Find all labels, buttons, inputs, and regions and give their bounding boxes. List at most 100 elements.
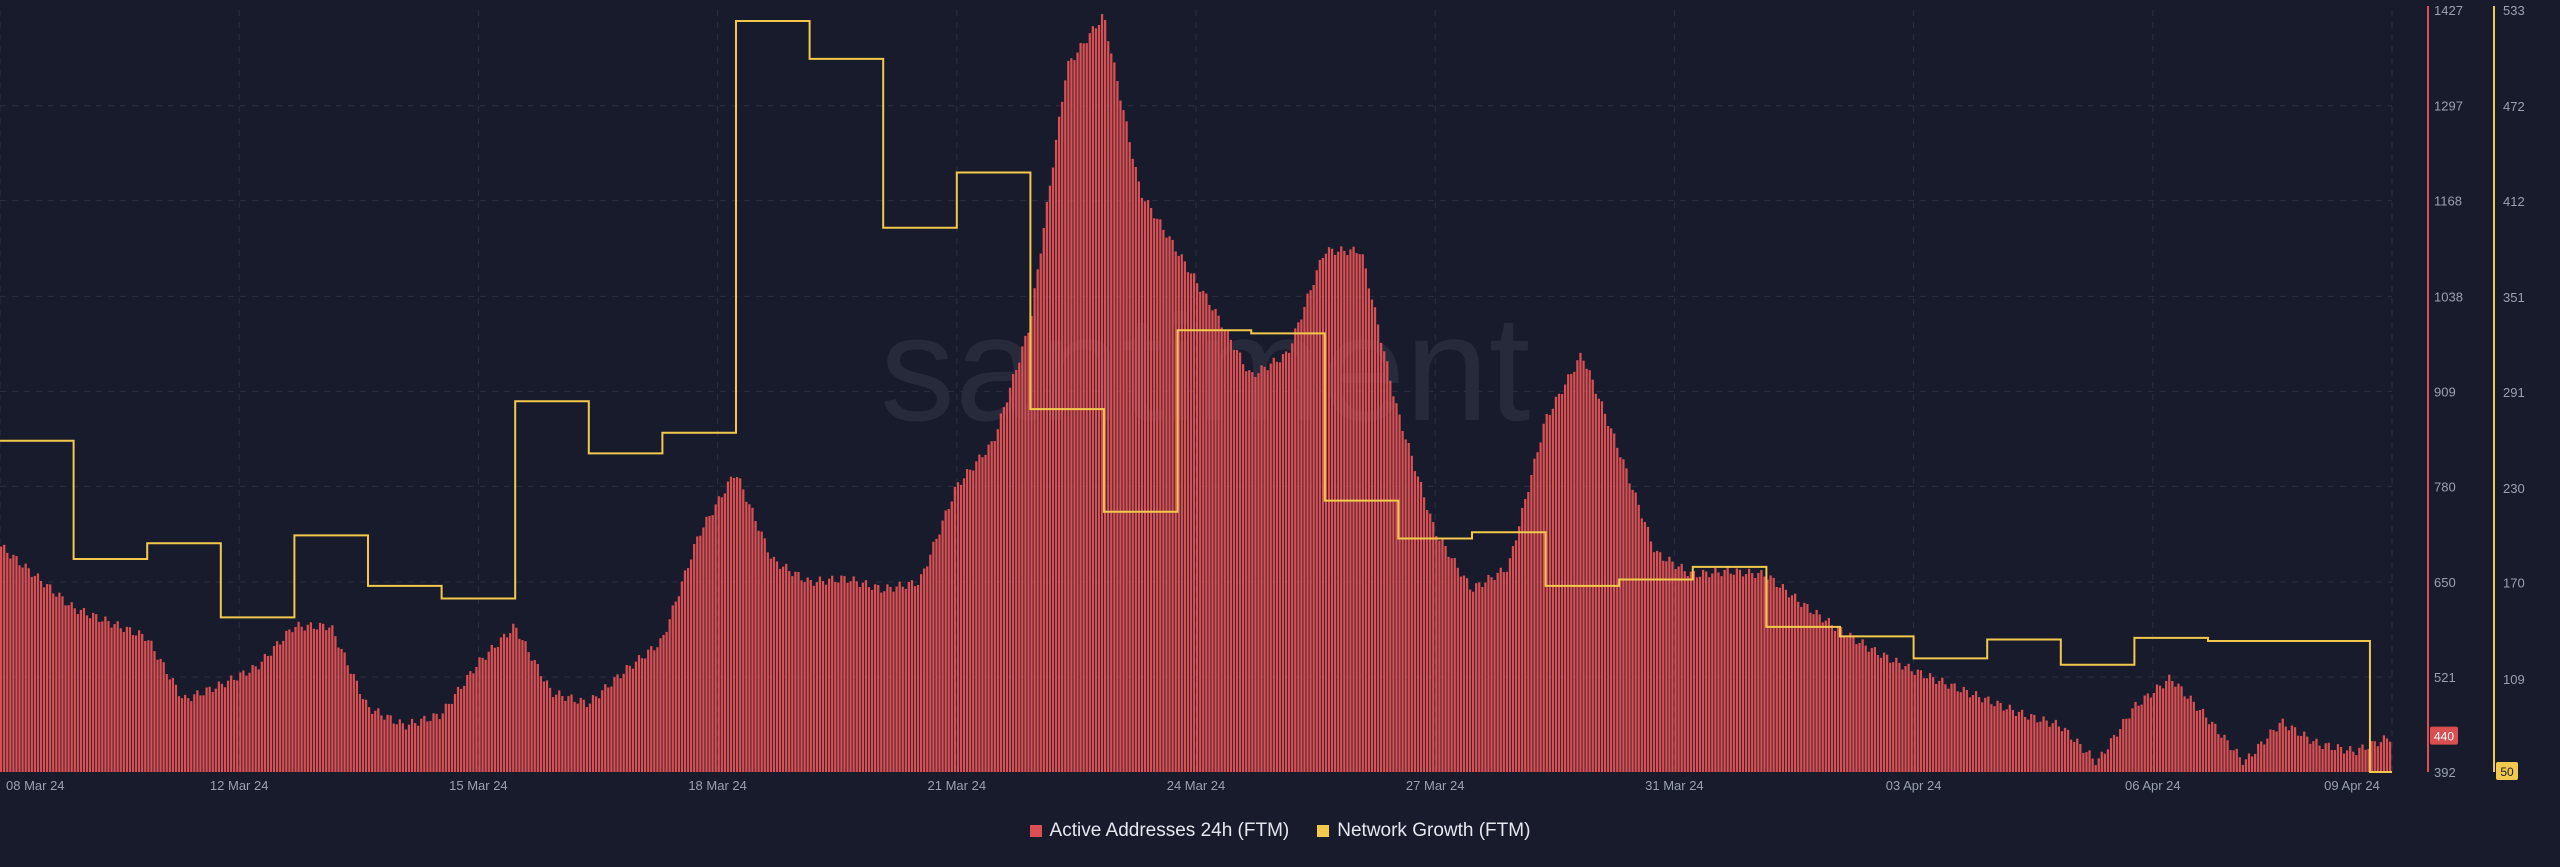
active-addresses-bar [1383,351,1386,772]
active-addresses-bar [926,566,929,772]
active-addresses-bar [978,454,981,772]
active-addresses-bar [533,660,536,772]
active-addresses-bar [1327,247,1331,772]
active-addresses-bar [1490,577,1493,772]
active-addresses-bar [1122,110,1125,772]
active-addresses-bar [1778,587,1781,772]
active-addresses-bar [889,586,892,772]
active-addresses-bar [1269,363,1272,772]
active-addresses-bar [2376,746,2379,772]
active-addresses-bar [1843,635,1846,772]
active-axis-tick-label: 392 [2434,765,2456,780]
active-addresses-bar [1288,352,1291,772]
active-addresses-bar [2254,753,2257,772]
active-addresses-bar [2119,729,2122,772]
active-addresses-bar [2112,734,2116,772]
active-addresses-bar [1959,692,1962,772]
x-tick-label: 09 Apr 24 [2324,778,2380,793]
active-addresses-bar [1932,677,1935,772]
active-addresses-bar [729,476,733,772]
active-addresses-bar [594,696,598,772]
active-addresses-bar [1251,372,1254,772]
active-addresses-bar [85,615,89,772]
active-addresses-bar [1140,197,1144,772]
active-addresses-bar [73,608,76,772]
active-addresses-bar [1735,568,1738,772]
active-addresses-bar [2290,725,2294,772]
active-addresses-bar [650,646,653,772]
active-addresses-bar [1889,662,1892,772]
active-addresses-bar [907,581,910,772]
active-addresses-bar [1459,576,1462,772]
active-addresses-bar [1849,632,1852,772]
active-addresses-bar [1318,259,1321,773]
growth-axis-tick-label: 351 [2503,290,2525,305]
active-addresses-bar [1300,319,1303,772]
active-axis-tick-label: 1427 [2434,3,2463,18]
active-addresses-bar [30,576,33,772]
active-addresses-bar [1662,560,1665,772]
active-addresses-bar [1033,288,1036,772]
active-addresses-bar [628,665,631,772]
active-addresses-bar [1091,26,1094,773]
active-addresses-bar [1395,403,1398,772]
active-addresses-bar [2201,708,2205,772]
active-addresses-bar [2082,752,2085,772]
active-addresses-bar [438,719,441,772]
x-tick-label: 12 Mar 24 [210,778,269,793]
active-addresses-bar [1082,43,1085,773]
active-addresses-bar [1027,332,1030,772]
active-axis-tick-label: 1297 [2434,99,2463,114]
active-addresses-bar [736,477,739,772]
active-addresses-bar [2088,750,2091,772]
active-addresses-bar [2174,686,2177,772]
active-addresses-bar [745,501,748,772]
active-addresses-bar [1763,576,1766,772]
active-addresses-bar [1984,697,1987,772]
active-addresses-bar [2272,730,2275,772]
active-addresses-bar [1465,578,1469,772]
legend-swatch-active [1029,825,1042,837]
active-addresses-bar [1643,521,1646,772]
active-addresses-bar [24,563,27,772]
active-addresses-bar [162,662,165,772]
legend-item-active-addresses[interactable]: Active Addresses 24h (FTM) [1029,820,1289,842]
active-addresses-bar [1769,575,1772,772]
active-addresses-bar [343,652,346,772]
active-addresses-bar [138,630,141,772]
active-addresses-bar [2333,750,2336,772]
active-addresses-bar [803,582,806,772]
active-addresses-bar [2171,681,2174,772]
active-addresses-bar [941,520,944,772]
active-addresses-bar [2388,741,2392,772]
active-addresses-bar [1278,362,1282,772]
active-addresses-bar [257,669,260,772]
active-addresses-bar [2045,720,2048,772]
active-addresses-bar [644,658,647,772]
active-addresses-bar [555,694,558,772]
active-addresses-bar [276,641,279,772]
active-addresses-bar [1235,350,1239,772]
active-addresses-bar [1518,526,1521,772]
active-addresses-bar [2008,704,2011,772]
active-addresses-bar [1349,249,1352,772]
active-addresses-bar [512,623,515,772]
active-addresses-bar [318,622,322,772]
active-addresses-bar [1245,371,1248,772]
active-addresses-bar [177,696,181,772]
active-addresses-bar [61,596,64,772]
active-addresses-bar [601,690,604,772]
active-addresses-bar [944,510,947,772]
active-addresses-bar [782,566,785,772]
active-addresses-bar [1183,261,1186,772]
legend-item-network-growth[interactable]: Network Growth (FTM) [1317,820,1530,842]
active-addresses-bar [910,580,914,772]
active-addresses-bar [1419,481,1423,772]
active-addresses-bar [1462,575,1466,772]
active-addresses-bar [935,538,938,772]
active-addresses-bar [39,580,43,772]
active-addresses-bar [76,614,79,772]
active-addresses-bar [444,703,447,772]
active-addresses-bar [2070,739,2073,772]
